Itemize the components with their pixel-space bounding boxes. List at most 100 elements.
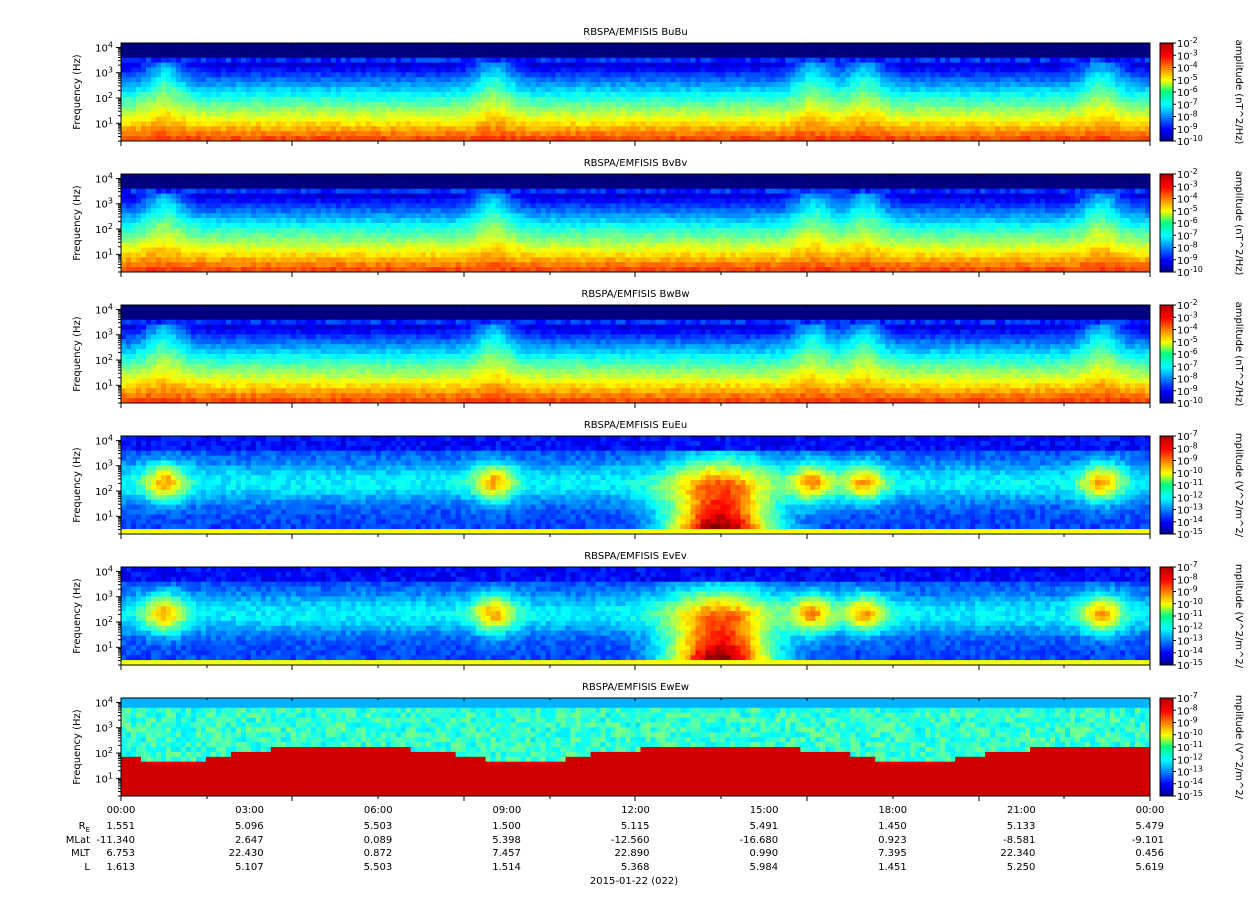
y-tick-label: 101	[95, 247, 113, 261]
ephemeris-value: 5.479	[1135, 821, 1164, 832]
y-tick-label: 104	[95, 302, 113, 316]
ephemeris-value: 0.089	[364, 835, 393, 846]
x-tick-label: 06:00	[364, 805, 393, 816]
ephemeris-value: 6.753	[106, 848, 135, 859]
y-tick-label: 102	[95, 353, 113, 367]
spectrogram-heatmap	[121, 567, 1150, 665]
spectrogram-heatmap	[121, 305, 1150, 403]
x-tick-label: 00:00	[107, 805, 136, 816]
ephemeris-value: 5.619	[1135, 862, 1164, 873]
spectrogram-panel-6: RBSPA/EMFISIS EwEw Frequency (Hz) 101 102 10…	[72, 682, 1244, 816]
y-axis-label: Frequency (Hz)	[72, 447, 83, 523]
y-tick-label: 102	[95, 615, 113, 629]
spectrogram-panel-5: RBSPA/EMFISIS EvEv Frequency (Hz) 101 102 10…	[72, 551, 1244, 672]
y-tick-label: 101	[95, 509, 113, 523]
ephemeris-value: 1.613	[106, 862, 135, 873]
spectrogram-panel-3: RBSPA/EMFISIS BwBw Frequency (Hz) 101 102 10…	[72, 289, 1244, 410]
ephemeris-value: 0.923	[878, 835, 907, 846]
ephemeris-value: 22.430	[229, 848, 264, 859]
y-axis-label: Frequency (Hz)	[72, 316, 83, 392]
y-tick-label: 103	[95, 459, 113, 473]
ephemeris-row-label: MLat	[66, 835, 90, 846]
spectrogram-heatmap	[121, 43, 1150, 141]
panel-title: RBSPA/EMFISIS EvEv	[584, 551, 687, 562]
x-tick-label: 00:00	[1136, 805, 1165, 816]
ephemeris-table: RE 1.551 5.096 5.503 1.500 5.115 5.491 1.450 5.1…	[66, 821, 1164, 873]
ephemeris-value: 1.500	[492, 821, 521, 832]
ephemeris-value: 0.456	[1135, 848, 1164, 859]
colorbar-tick-label: 10-10	[1177, 134, 1203, 148]
y-tick-label: 104	[95, 40, 113, 54]
panel-title: RBSPA/EMFISIS EwEw	[582, 682, 689, 693]
y-axis-label: Frequency (Hz)	[72, 578, 83, 654]
ephemeris-value: 0.990	[749, 848, 778, 859]
ephemeris-value: 7.457	[492, 848, 521, 859]
x-tick-label: 15:00	[750, 805, 779, 816]
y-tick-label: 101	[95, 116, 113, 130]
panel-title: RBSPA/EMFISIS BvBv	[584, 158, 688, 169]
colorbar-tick-label: 10-10	[1177, 396, 1203, 410]
ephemeris-value: 5.503	[364, 862, 393, 873]
ephemeris-value: 5.133	[1007, 821, 1036, 832]
ephemeris-row-label: L	[84, 862, 90, 873]
ephemeris-value: 5.115	[621, 821, 650, 832]
ephemeris-value: 1.514	[492, 862, 521, 873]
y-tick-label: 104	[95, 171, 113, 185]
y-tick-label: 102	[95, 746, 113, 760]
y-tick-label: 104	[95, 433, 113, 447]
colorbar-label: mplitude (V^2/m^2/	[1233, 695, 1244, 800]
y-tick-label: 104	[95, 564, 113, 578]
colorbar: 10-710-810-910-1010-1110-1210-1310-1410-…	[1160, 429, 1244, 541]
ephemeris-value: 1.450	[878, 821, 907, 832]
x-tick-label: 18:00	[878, 805, 907, 816]
colorbar: 10-710-810-910-1010-1110-1210-1310-1410-…	[1160, 691, 1244, 803]
y-tick-label: 103	[95, 590, 113, 604]
ephemeris-value: 0.872	[364, 848, 393, 859]
y-tick-label: 103	[95, 328, 113, 342]
ephemeris-value: 5.984	[749, 862, 778, 873]
y-tick-label: 103	[95, 66, 113, 80]
ephemeris-value: 5.096	[235, 821, 264, 832]
x-tick-label: 03:00	[235, 805, 264, 816]
ephemeris-value: 5.368	[621, 862, 650, 873]
ephemeris-value: 5.491	[749, 821, 778, 832]
colorbar: 10-210-310-410-510-610-710-810-910-10 amp…	[1160, 298, 1244, 410]
colorbar-label: mplitude (V^2/m^2/	[1233, 433, 1244, 538]
y-tick-label: 102	[95, 91, 113, 105]
colorbar-tick-label: 10-15	[1177, 658, 1203, 672]
y-tick-label: 101	[95, 378, 113, 392]
ephemeris-value: -8.581	[1003, 835, 1035, 846]
ephemeris-value: -12.560	[611, 835, 650, 846]
y-axis-label: Frequency (Hz)	[72, 185, 83, 261]
ephemeris-value: 5.250	[1007, 862, 1036, 873]
colorbar: 10-210-310-410-510-610-710-810-910-10 amp…	[1160, 167, 1244, 279]
colorbar: 10-710-810-910-1010-1110-1210-1310-1410-…	[1160, 560, 1244, 672]
y-axis-label: Frequency (Hz)	[72, 709, 83, 785]
ephemeris-row-label: RE	[79, 821, 90, 834]
colorbar-tick-label: 10-10	[1177, 265, 1203, 279]
date-label: 2015-01-22 (022)	[590, 876, 678, 887]
y-tick-label: 102	[95, 484, 113, 498]
colorbar-tick-label: 10-15	[1177, 789, 1203, 803]
ephemeris-value: 22.890	[615, 848, 650, 859]
spectrogram-heatmap	[121, 436, 1150, 534]
x-tick-label: 09:00	[492, 805, 521, 816]
spectrogram-heatmap	[121, 698, 1150, 796]
ephemeris-value: 5.107	[235, 862, 264, 873]
ephemeris-value: -11.340	[96, 835, 135, 846]
x-tick-label: 12:00	[621, 805, 650, 816]
panel-title: RBSPA/EMFISIS EuEu	[584, 420, 687, 431]
colorbar: 10-210-310-410-510-610-710-810-910-10 amp…	[1160, 36, 1244, 148]
spectrogram-panel-4: RBSPA/EMFISIS EuEu Frequency (Hz) 101 102 10…	[72, 420, 1244, 541]
y-tick-label: 103	[95, 721, 113, 735]
y-tick-label: 101	[95, 771, 113, 785]
ephemeris-value: 1.551	[106, 821, 135, 832]
ephemeris-value: 7.395	[878, 848, 907, 859]
ephemeris-value: -16.680	[740, 835, 779, 846]
ephemeris-value: 5.503	[364, 821, 393, 832]
colorbar-label: amplitude (nT^2/Hz)	[1233, 171, 1244, 276]
panel-title: RBSPA/EMFISIS BwBw	[581, 289, 689, 300]
y-tick-label: 101	[95, 640, 113, 654]
